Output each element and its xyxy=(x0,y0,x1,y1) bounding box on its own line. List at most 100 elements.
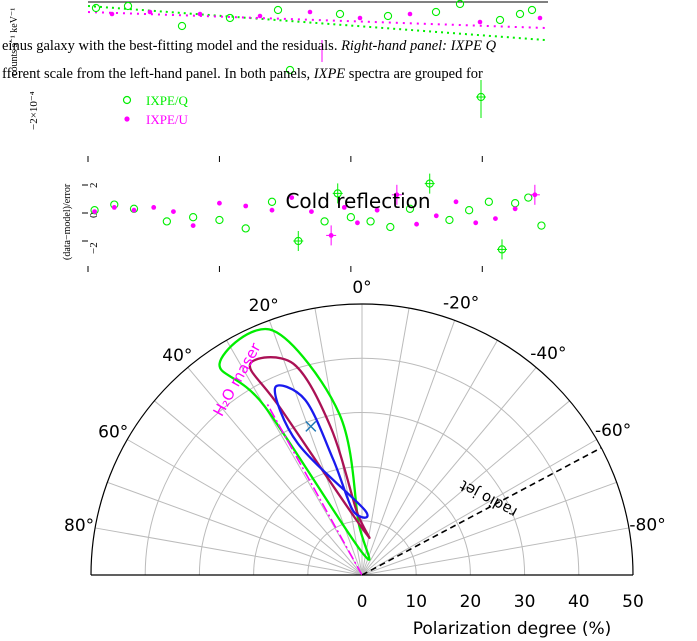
angle-tick-label: -60° xyxy=(595,421,631,441)
top-point-q xyxy=(123,1,133,11)
resid-ytick-2: 2 xyxy=(88,183,100,189)
grid-spoke xyxy=(361,400,570,576)
resid-ytick-m2: −2 xyxy=(88,242,100,254)
legend-marker-q xyxy=(122,95,132,105)
model-line-u xyxy=(87,11,546,29)
top-point-q xyxy=(515,9,525,19)
r-tick-label: 10 xyxy=(405,592,427,612)
resid-point-u xyxy=(243,203,249,209)
resid-point-u xyxy=(493,216,498,222)
resid-point-u xyxy=(473,220,479,226)
resid-point-q xyxy=(188,213,198,222)
resid-point-u xyxy=(341,205,347,210)
top-point-q xyxy=(225,13,235,23)
background-spectrum-panel: counts s⁻¹ keV⁻¹ −2×10⁻⁴ xyxy=(9,0,548,130)
angle-tick-label: 80° xyxy=(64,516,94,536)
resid-point-q xyxy=(537,221,546,230)
polar-title: Cold reflection xyxy=(285,189,430,213)
r-tick-label: 50 xyxy=(622,592,644,612)
resid-point-q xyxy=(215,215,224,225)
polar-grid xyxy=(90,303,634,576)
grid-spoke xyxy=(361,308,410,576)
angle-tick-label: -40° xyxy=(530,344,566,364)
top-point-u xyxy=(257,13,263,19)
resid-point-q xyxy=(464,206,474,215)
r-axis-label: Polarization degree (%) xyxy=(413,619,612,639)
resid-point-q xyxy=(366,217,375,226)
r-tick-label: 0 xyxy=(357,592,368,612)
top-point-u xyxy=(307,9,313,15)
angle-tick-label: 0° xyxy=(352,278,371,298)
grid-spoke xyxy=(187,367,363,576)
resid-point-u xyxy=(355,220,360,226)
top-point-q xyxy=(383,11,393,21)
top-point-u xyxy=(477,19,483,25)
polar-tick-labels: 80° 60° 40° 20° 0° -20° -40° -60° -80° 0 10 20 30 40 5… xyxy=(64,278,666,612)
top-panel-points xyxy=(91,0,543,118)
top-point-q xyxy=(335,9,345,19)
grid-spoke xyxy=(268,320,363,576)
grid-spoke xyxy=(361,340,498,576)
resid-point-q xyxy=(267,197,277,206)
contour-inner xyxy=(273,384,369,519)
resid-point-q xyxy=(346,213,356,222)
top-point-q xyxy=(285,65,295,75)
top-point-q xyxy=(177,21,187,31)
resid-point-u xyxy=(151,205,157,210)
legend: IXPE/Q IXPE/U xyxy=(122,93,189,127)
resid-point-u xyxy=(269,207,275,213)
resid-point-q xyxy=(386,222,395,232)
grid-spoke xyxy=(154,400,363,576)
resid-point-q xyxy=(320,217,329,226)
annotation-line xyxy=(361,447,602,576)
top-point-u xyxy=(357,15,363,21)
r-tick-label: 40 xyxy=(568,592,590,612)
best-fit-marker xyxy=(305,420,317,432)
angle-tick-label: -80° xyxy=(629,516,665,536)
resid-point-q xyxy=(445,215,454,225)
r-tick-label: 20 xyxy=(460,592,482,612)
resid-point-q xyxy=(510,199,520,208)
legend-label-u: IXPE/U xyxy=(146,112,189,127)
residual-points xyxy=(90,173,546,260)
top-point-u xyxy=(407,11,413,17)
grid-spoke xyxy=(361,320,456,576)
top-point-q xyxy=(527,5,537,15)
model-line-q xyxy=(87,5,546,41)
angle-tick-label: 40° xyxy=(162,346,192,366)
resid-point-q xyxy=(405,204,415,213)
top-point-u xyxy=(197,11,203,17)
resid-point-q xyxy=(162,217,172,226)
residuals-panel: (data−model)/error 2 0 −2 xyxy=(62,156,546,272)
resid-point-u xyxy=(171,209,176,215)
resid-point-q xyxy=(524,193,533,202)
top-point-q xyxy=(273,5,283,15)
resid-point-q xyxy=(484,197,494,206)
figure-caption: einus galaxy with the best-fitting model… xyxy=(2,38,497,82)
top-point-u xyxy=(537,15,543,21)
top-point-q xyxy=(455,0,465,9)
grid-spoke xyxy=(127,439,363,576)
residual-axis-ticks xyxy=(82,156,483,272)
resid-point-u xyxy=(453,199,459,205)
resid-point-u xyxy=(309,209,314,215)
contour-middle xyxy=(248,356,371,539)
angle-tick-label: 20° xyxy=(249,296,279,316)
resid-point-u xyxy=(92,209,97,215)
legend-marker-u xyxy=(124,116,130,122)
resid-point-u xyxy=(131,207,137,213)
residual-ylabel: (data−model)/error xyxy=(62,183,73,260)
top-point-q xyxy=(476,92,486,102)
resid-point-q xyxy=(241,224,250,233)
angle-tick-label: -20° xyxy=(443,294,479,314)
resid-ytick-0: 0 xyxy=(88,212,100,218)
top-point-u xyxy=(109,11,115,17)
grid-spoke xyxy=(361,367,537,576)
grid-spoke xyxy=(314,308,363,576)
caption-line-1: einus galaxy with the best-fitting model… xyxy=(2,38,497,54)
legend-label-q: IXPE/Q xyxy=(146,93,189,108)
grid-spoke xyxy=(361,527,629,576)
grid-spoke xyxy=(361,439,597,576)
